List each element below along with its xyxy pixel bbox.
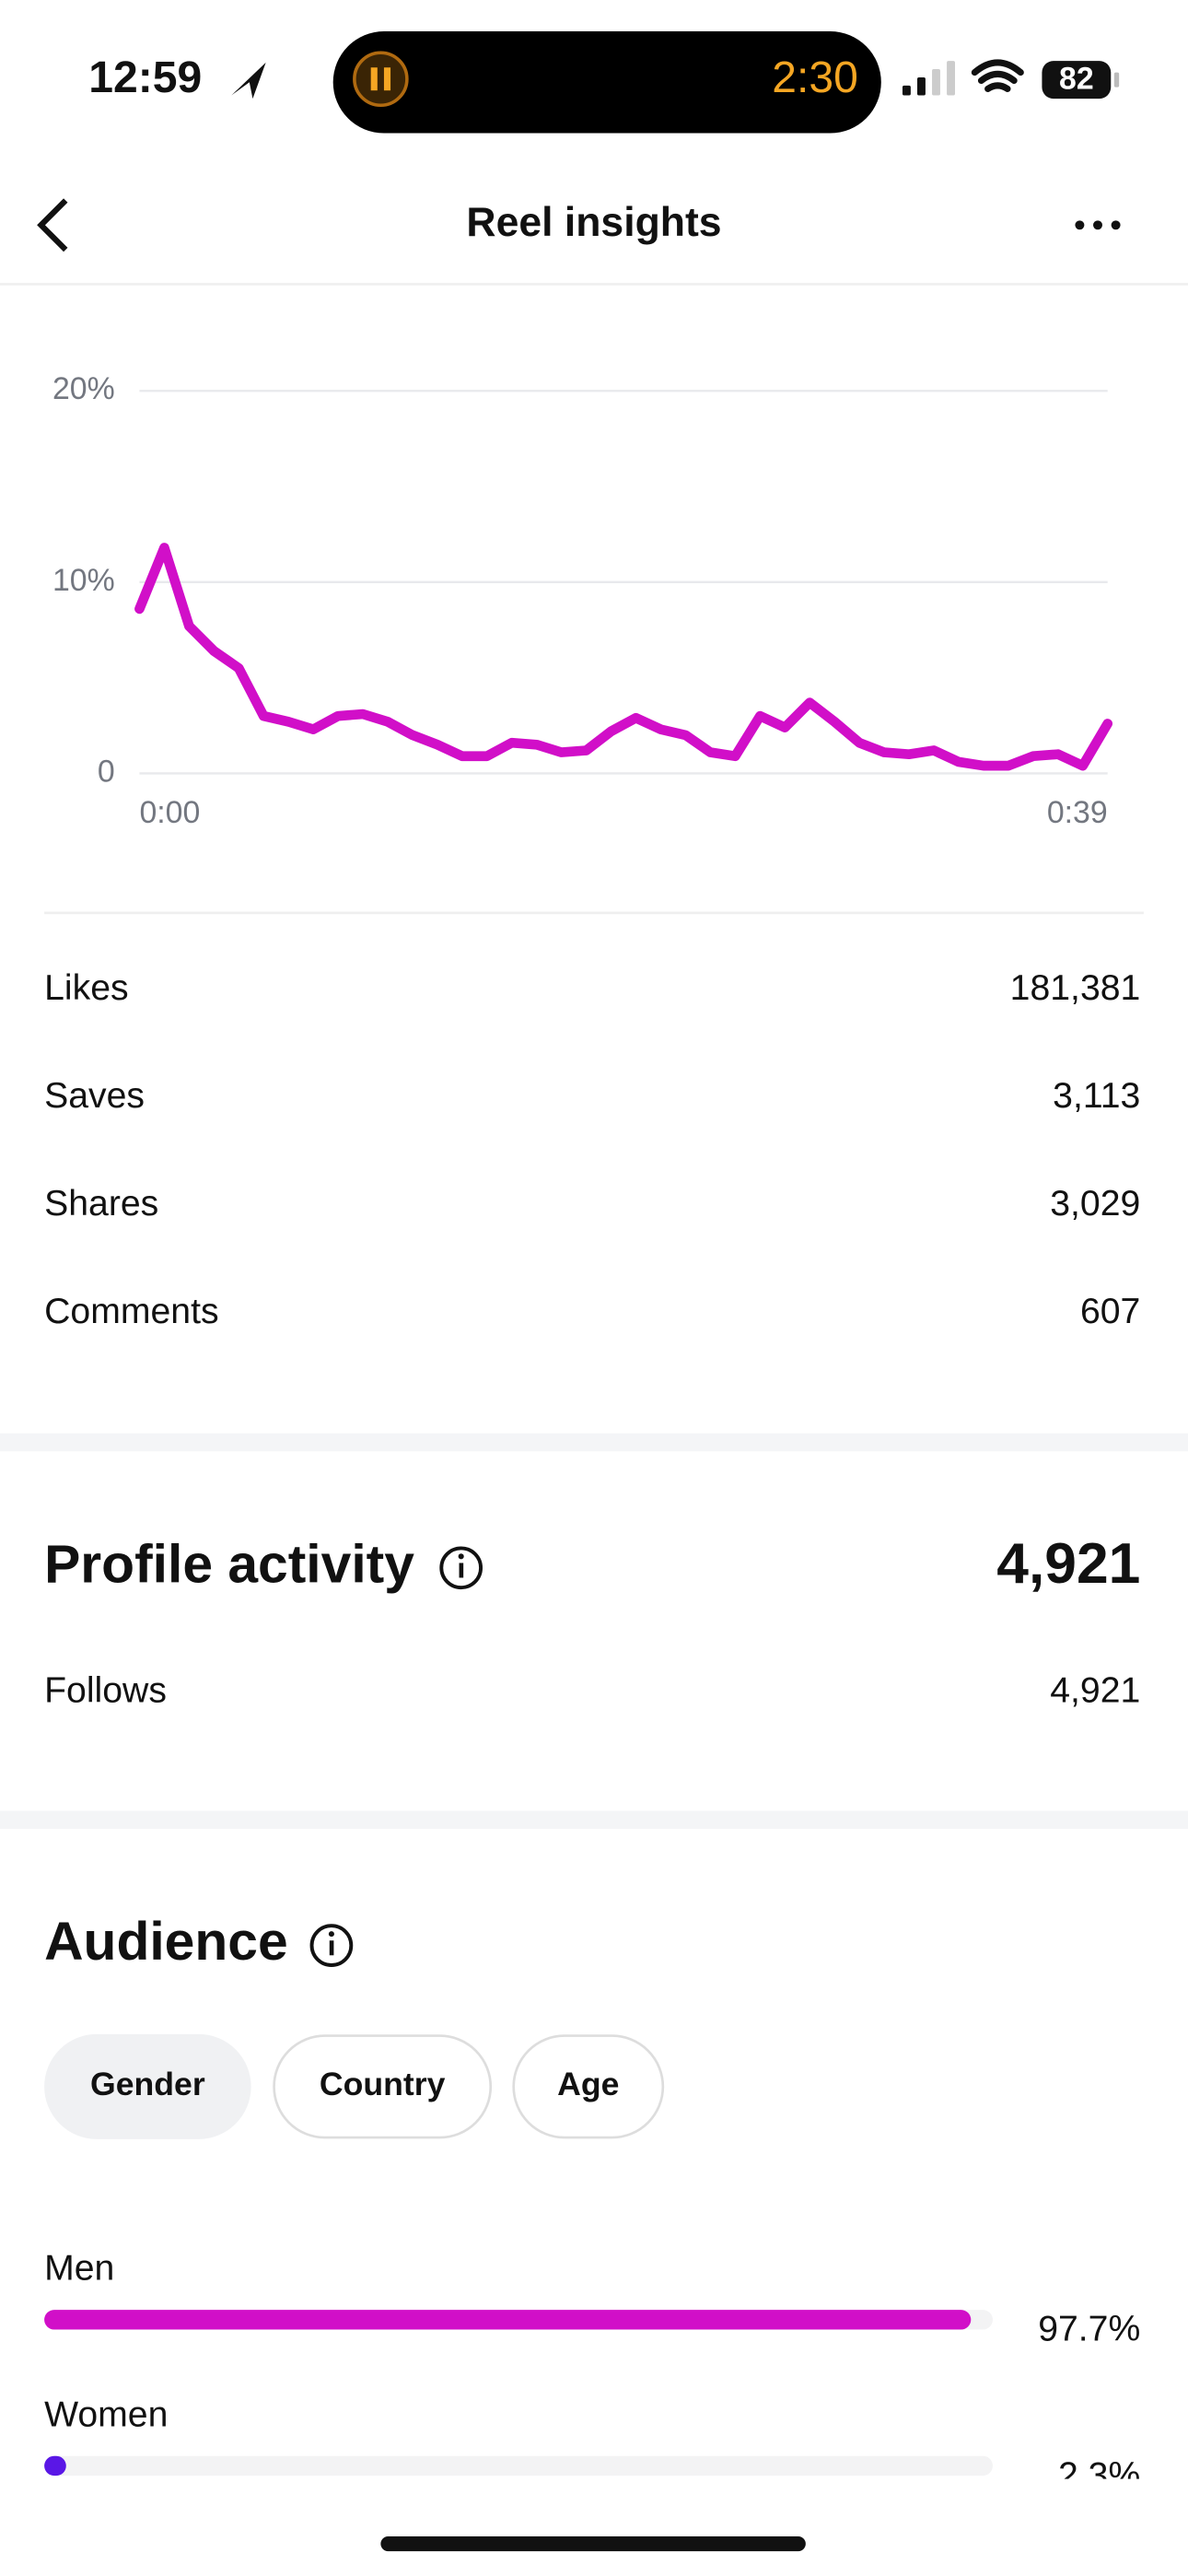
row-label: Shares: [44, 1184, 158, 1224]
battery-cap: [1113, 72, 1120, 88]
section-title: Audience: [44, 1912, 288, 1972]
y-tick-label: 20%: [52, 371, 115, 406]
bar: [44, 2455, 66, 2476]
chart: 0 10% 20% 0:00 0:39: [52, 371, 1113, 830]
battery: [1042, 61, 1112, 100]
bar-track: [44, 2455, 993, 2476]
more-button[interactable]: [1075, 220, 1121, 230]
row-value: 181,381: [1010, 968, 1141, 1008]
info-icon[interactable]: [439, 1546, 483, 1590]
dynamic-island: [332, 31, 881, 134]
row-value: 3,029: [1050, 1184, 1140, 1224]
location-icon: [231, 62, 266, 100]
tab-label[interactable]: Gender: [90, 2066, 205, 2102]
pause-bar: [383, 67, 391, 91]
audience-bars: Men 97.7% Women 2.3%: [44, 2249, 1140, 2495]
tab-label[interactable]: Age: [557, 2066, 619, 2102]
row-value: 4,921: [1050, 1671, 1140, 1711]
info-icon[interactable]: [309, 1924, 354, 1967]
back-button[interactable]: [37, 198, 68, 252]
wifi: [971, 59, 1024, 92]
category-label: Men: [44, 2249, 114, 2289]
battery-level: 82: [1059, 61, 1094, 96]
tab-label[interactable]: Country: [320, 2066, 446, 2102]
section-title: Profile activity: [44, 1534, 414, 1594]
home-indicator: [380, 2536, 806, 2552]
category-label: Women: [44, 2395, 168, 2434]
tab[interactable]: [512, 2034, 665, 2139]
value-label: 2.3%: [1058, 2455, 1140, 2495]
bar: [44, 2310, 972, 2330]
row-label: Comments: [44, 1292, 218, 1331]
timer: 2:30: [772, 53, 858, 102]
y-tick-label: 10%: [52, 563, 115, 598]
section-gap: [0, 1810, 1188, 1830]
stats: Likes 181,381 Saves 3,113 Shares 3,029 Comment…: [44, 968, 1140, 1331]
row-label: Follows: [44, 1671, 167, 1711]
row-label: Likes: [44, 968, 128, 1008]
pause-bar: [370, 67, 378, 91]
value-label: 97.7%: [1038, 2310, 1140, 2349]
row-label: Saves: [44, 1076, 145, 1116]
time: 12:59: [88, 53, 202, 102]
tab[interactable]: [273, 2034, 493, 2139]
profile-total: 4,921: [996, 1532, 1140, 1596]
signal: [902, 61, 955, 96]
tab-selected[interactable]: [44, 2033, 251, 2139]
row-value: 607: [1080, 1292, 1140, 1331]
y-tick-label: 0: [98, 754, 115, 789]
header-title: Reel insights: [466, 200, 721, 245]
section-gap: [0, 1433, 1188, 1452]
x-tick-label: 0:00: [139, 795, 200, 830]
timer-icon: [353, 51, 409, 108]
row-value: 3,113: [1053, 1076, 1140, 1116]
line: [134, 543, 1113, 771]
x-tick-label: 0:39: [1047, 795, 1108, 830]
